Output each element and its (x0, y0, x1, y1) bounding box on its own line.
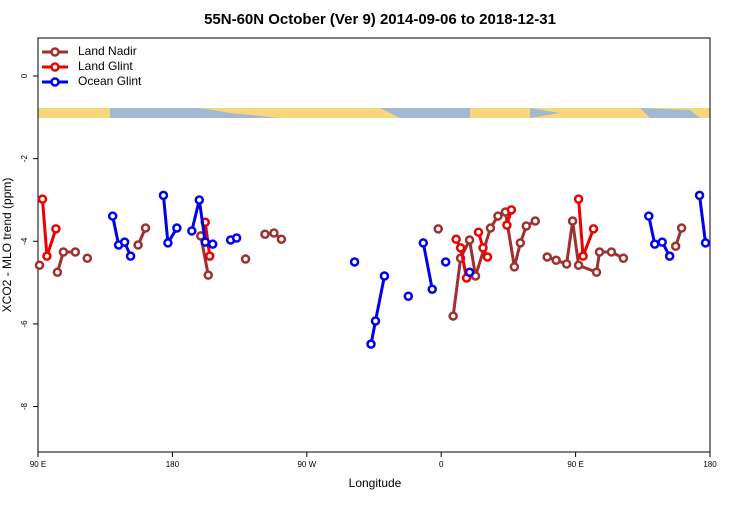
point (42, 251, 52, 261)
point (530, 216, 541, 226)
point (473, 227, 484, 237)
point (542, 252, 552, 262)
point (140, 223, 151, 233)
point (107, 211, 118, 221)
point (379, 271, 390, 281)
point (521, 221, 532, 231)
y-tick-label: -2 (20, 155, 29, 163)
map-strip (38, 108, 710, 118)
point (506, 205, 517, 215)
point (163, 238, 173, 248)
point (34, 260, 45, 270)
point (204, 251, 215, 261)
y-tick-label: 0 (20, 73, 29, 78)
point (644, 211, 654, 221)
point (561, 259, 572, 269)
point (478, 243, 488, 253)
point (187, 226, 197, 236)
legend-marker (50, 62, 60, 72)
point (676, 223, 687, 233)
legend-label: Land Nadir (78, 44, 137, 58)
x-axis-label: Longitude (349, 476, 402, 490)
legend-marker (50, 47, 60, 57)
chart-title: 55N-60N October (Ver 9) 2014-09-06 to 20… (204, 11, 556, 28)
x-tick-label: 180 (703, 460, 717, 469)
y-tick-label: -8 (20, 402, 29, 410)
point (403, 291, 414, 301)
x-tick-label: 90 E (567, 460, 583, 469)
series-line (111, 195, 708, 345)
point (52, 267, 63, 278)
point (366, 339, 376, 349)
point (51, 224, 61, 234)
point (37, 194, 48, 204)
point (370, 316, 381, 326)
point (448, 311, 458, 321)
point (591, 267, 602, 278)
point (451, 234, 461, 244)
point (58, 247, 69, 257)
point (125, 251, 136, 261)
point (664, 251, 675, 261)
point (657, 237, 667, 247)
y-axis-label: XCO2 - MLO trend (ppm) (0, 178, 14, 313)
point (588, 224, 599, 234)
point (567, 216, 578, 226)
plot-frame (37, 37, 711, 453)
point (276, 234, 287, 244)
point (573, 260, 584, 270)
point (578, 251, 588, 261)
point (194, 195, 205, 205)
point (455, 243, 466, 253)
point (203, 270, 213, 280)
series-line (55, 209, 684, 317)
point (606, 247, 617, 257)
legend-marker (50, 77, 60, 87)
x-tick-label: 90 W (297, 460, 316, 469)
point (349, 257, 360, 267)
y-tick-label: -6 (20, 320, 29, 328)
point (158, 190, 169, 201)
point (260, 229, 270, 240)
point (515, 238, 526, 248)
point (440, 257, 451, 267)
point (573, 194, 584, 204)
point (649, 239, 660, 249)
point (700, 238, 711, 248)
y-tick-label: -4 (20, 237, 29, 245)
point (200, 237, 211, 247)
point (427, 284, 437, 294)
point (231, 233, 242, 243)
point (694, 190, 705, 201)
point (418, 238, 429, 248)
point (493, 211, 503, 221)
point (133, 240, 143, 250)
point (119, 237, 130, 247)
point (464, 267, 475, 278)
point (269, 228, 279, 238)
x-tick-label: 0 (439, 460, 444, 469)
x-tick-label: 90 E (30, 460, 46, 469)
point (70, 247, 81, 257)
point (482, 252, 493, 262)
point (433, 224, 443, 234)
x-tick-label: 180 (166, 460, 180, 469)
point (594, 247, 605, 257)
point (464, 235, 475, 245)
point (509, 262, 520, 272)
point (551, 255, 561, 266)
point (82, 253, 93, 263)
point (240, 254, 251, 264)
point (485, 223, 496, 233)
legend-label: Ocean Glint (78, 74, 142, 88)
legend-label: Land Glint (78, 59, 133, 73)
point (618, 253, 629, 263)
point (670, 241, 681, 251)
point (502, 220, 512, 230)
point (207, 239, 218, 249)
point (172, 223, 182, 233)
